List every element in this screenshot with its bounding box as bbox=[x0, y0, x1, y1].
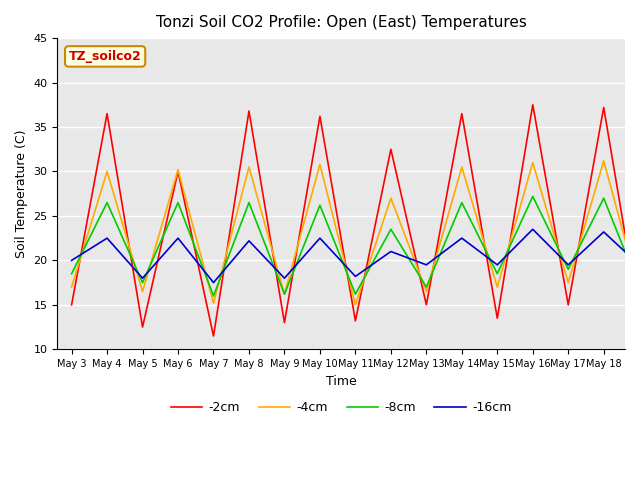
-4cm bbox=[636, 288, 640, 294]
-16cm bbox=[636, 262, 640, 268]
X-axis label: Time: Time bbox=[326, 374, 356, 387]
-2cm bbox=[280, 320, 288, 325]
Title: Tonzi Soil CO2 Profile: Open (East) Temperatures: Tonzi Soil CO2 Profile: Open (East) Temp… bbox=[156, 15, 527, 30]
-16cm bbox=[529, 227, 536, 232]
Line: -8cm: -8cm bbox=[72, 180, 640, 296]
-8cm bbox=[458, 200, 466, 205]
-16cm bbox=[174, 235, 182, 241]
-4cm bbox=[493, 284, 501, 290]
-16cm bbox=[316, 235, 324, 241]
-4cm bbox=[529, 160, 536, 166]
-16cm bbox=[387, 249, 395, 254]
-2cm bbox=[387, 146, 395, 152]
-4cm bbox=[103, 168, 111, 174]
-16cm bbox=[103, 235, 111, 241]
-8cm bbox=[316, 203, 324, 208]
-4cm bbox=[422, 288, 430, 294]
-4cm bbox=[68, 284, 76, 290]
-8cm bbox=[280, 291, 288, 297]
-4cm bbox=[351, 302, 359, 308]
-16cm bbox=[600, 229, 607, 235]
-2cm bbox=[564, 302, 572, 308]
-2cm bbox=[68, 302, 76, 308]
Line: -2cm: -2cm bbox=[72, 78, 640, 336]
-8cm bbox=[245, 200, 253, 205]
-8cm bbox=[351, 291, 359, 297]
-4cm bbox=[600, 158, 607, 164]
-2cm bbox=[422, 302, 430, 308]
-4cm bbox=[458, 164, 466, 170]
-2cm bbox=[174, 168, 182, 174]
-2cm bbox=[316, 113, 324, 119]
Legend: -2cm, -4cm, -8cm, -16cm: -2cm, -4cm, -8cm, -16cm bbox=[166, 396, 516, 419]
-4cm bbox=[139, 288, 147, 294]
-8cm bbox=[210, 293, 218, 299]
Line: -16cm: -16cm bbox=[72, 218, 640, 283]
-16cm bbox=[564, 262, 572, 268]
-4cm bbox=[387, 195, 395, 201]
-8cm bbox=[529, 193, 536, 199]
-2cm bbox=[210, 333, 218, 339]
-8cm bbox=[493, 271, 501, 276]
-8cm bbox=[600, 195, 607, 201]
-8cm bbox=[387, 227, 395, 232]
-16cm bbox=[210, 280, 218, 286]
-16cm bbox=[68, 257, 76, 263]
-16cm bbox=[351, 274, 359, 279]
-4cm bbox=[210, 300, 218, 306]
Line: -4cm: -4cm bbox=[72, 136, 640, 305]
-8cm bbox=[139, 280, 147, 286]
-8cm bbox=[68, 271, 76, 276]
-2cm bbox=[139, 324, 147, 330]
-8cm bbox=[174, 200, 182, 205]
-2cm bbox=[245, 108, 253, 114]
-2cm bbox=[103, 111, 111, 117]
-16cm bbox=[493, 262, 501, 268]
-2cm bbox=[529, 102, 536, 108]
-16cm bbox=[422, 262, 430, 268]
-2cm bbox=[493, 315, 501, 321]
-4cm bbox=[280, 291, 288, 297]
-4cm bbox=[316, 161, 324, 167]
-16cm bbox=[245, 238, 253, 244]
-2cm bbox=[458, 111, 466, 117]
Y-axis label: Soil Temperature (C): Soil Temperature (C) bbox=[15, 130, 28, 258]
-8cm bbox=[564, 266, 572, 272]
-16cm bbox=[139, 276, 147, 281]
-8cm bbox=[422, 284, 430, 290]
-2cm bbox=[351, 318, 359, 324]
-2cm bbox=[600, 105, 607, 110]
-4cm bbox=[174, 167, 182, 173]
-4cm bbox=[564, 280, 572, 286]
-4cm bbox=[245, 164, 253, 170]
-16cm bbox=[458, 235, 466, 241]
Text: TZ_soilco2: TZ_soilco2 bbox=[68, 50, 141, 63]
-8cm bbox=[636, 284, 640, 290]
-8cm bbox=[103, 200, 111, 205]
-2cm bbox=[636, 315, 640, 321]
-16cm bbox=[280, 276, 288, 281]
